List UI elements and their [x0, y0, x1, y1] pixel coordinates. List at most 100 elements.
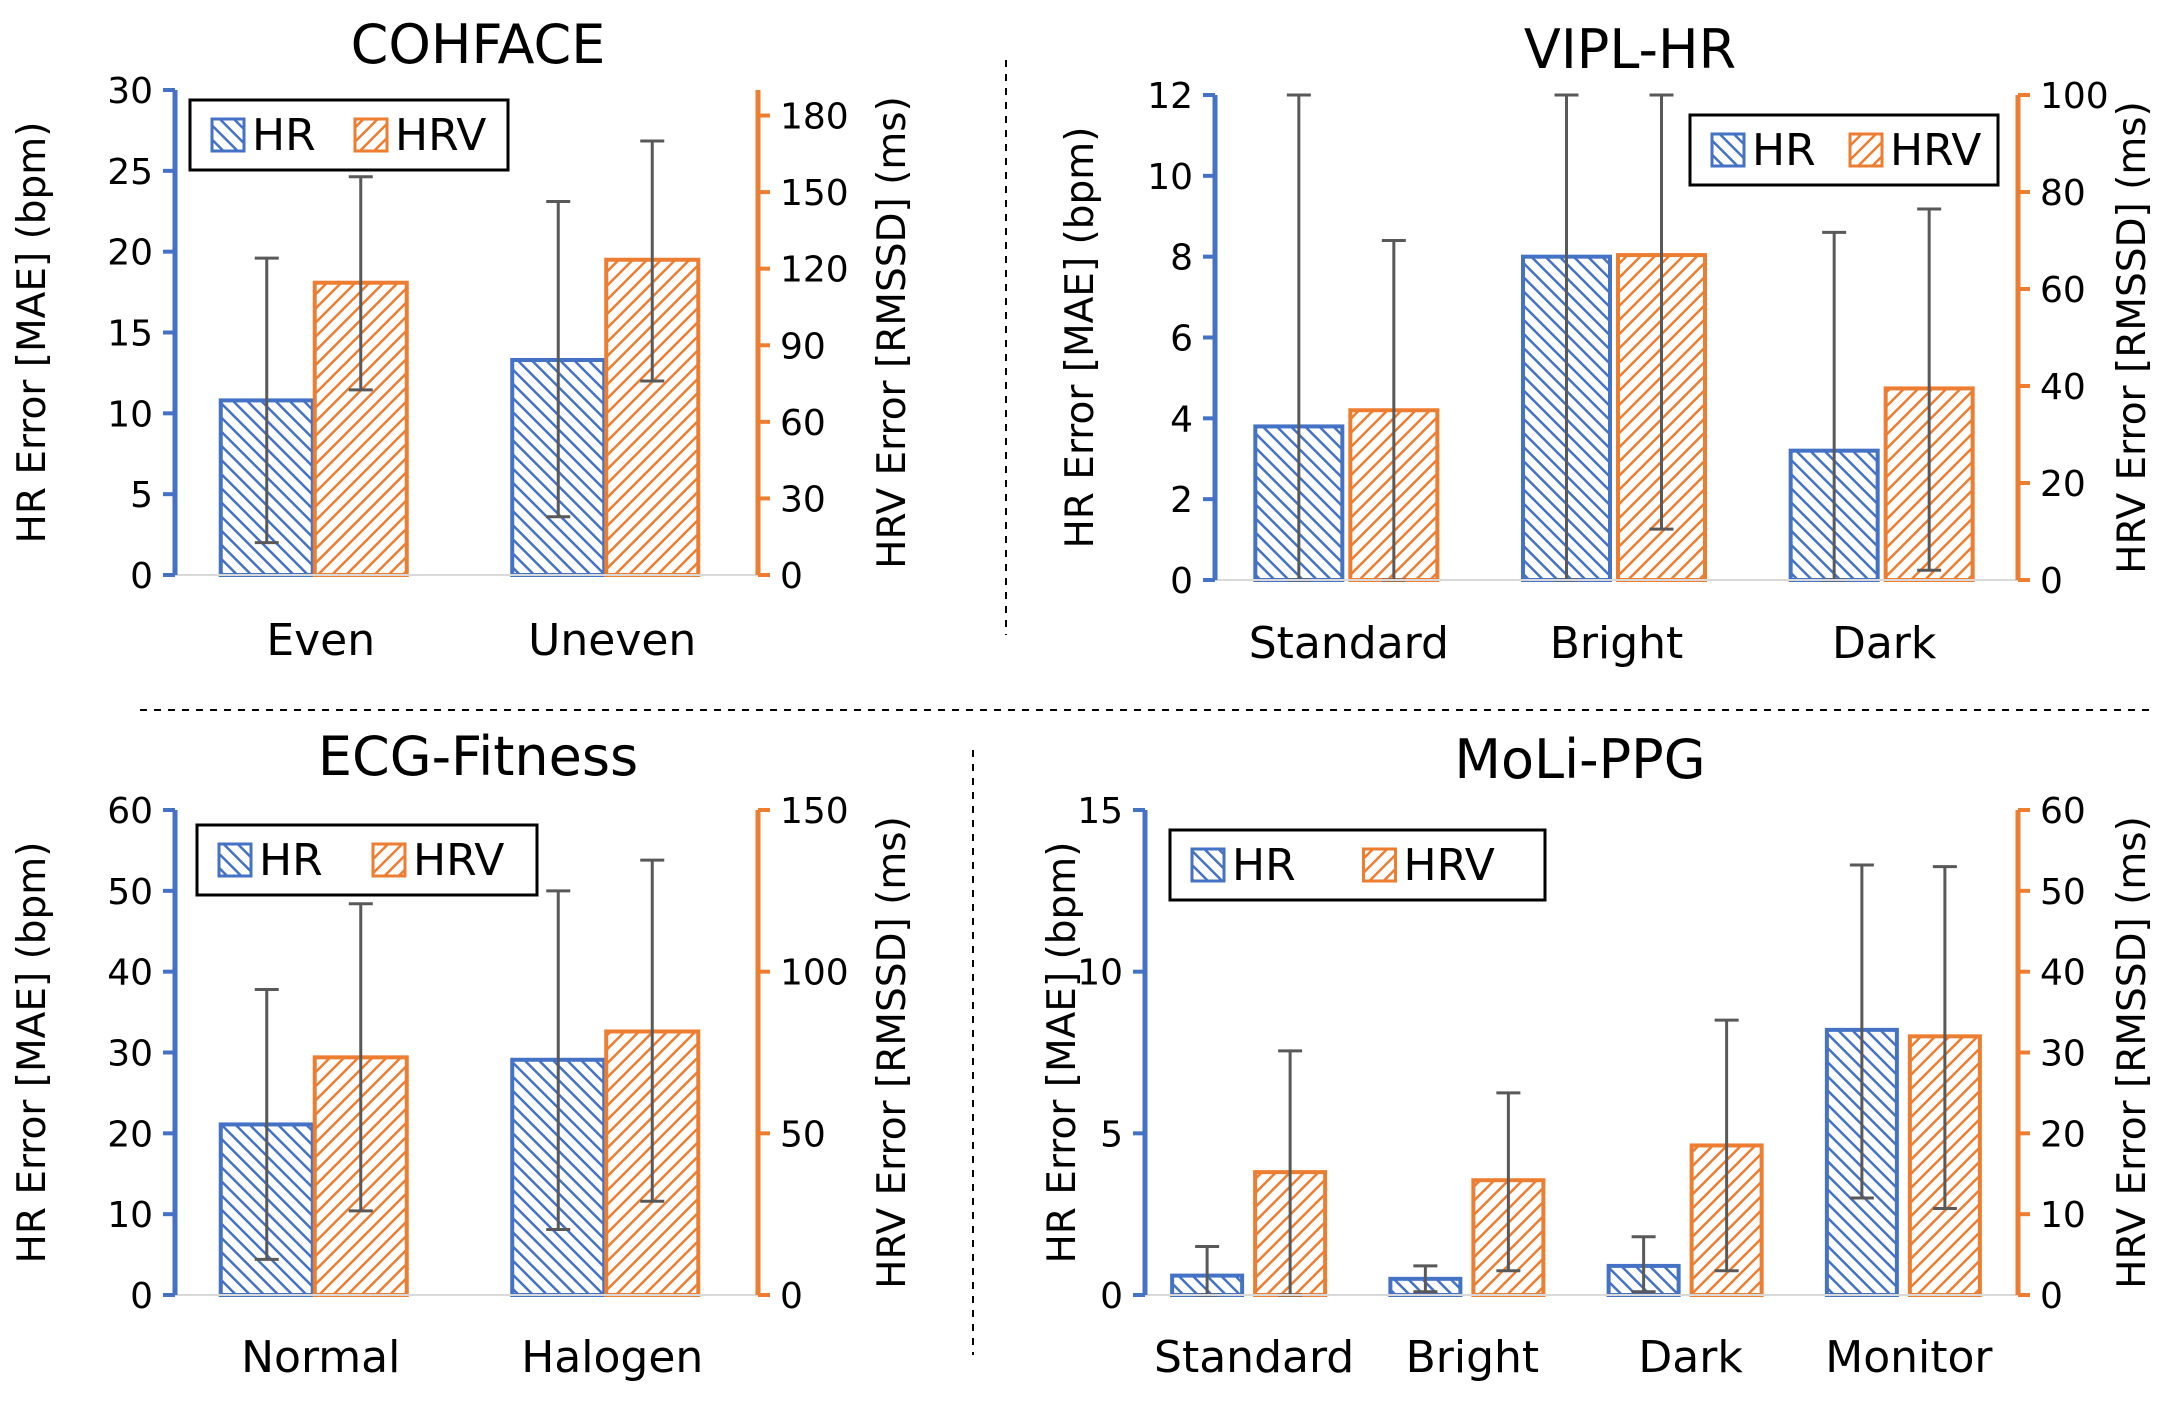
right-tick-label: 60 [2040, 791, 2086, 832]
legend-hr-label: HR [1232, 840, 1296, 891]
left-tick-label: 0 [1170, 561, 1193, 602]
hrv-error-bar-uneven [640, 139, 665, 383]
chart-panel-2: ECG-Fitness 0 10 20 30 40 50 60 0 50 100 150 Normal H… [10, 725, 915, 1383]
hrv-error-bar-even [348, 175, 373, 392]
left-axis-title: HR Error [MAE] (bpm) [10, 121, 55, 543]
left-tick-label: 10 [1147, 157, 1193, 198]
left-tick-label: 4 [1170, 399, 1193, 440]
left-tick-label: 12 [1147, 76, 1193, 117]
hrv-error-bar-bright [1496, 1091, 1521, 1273]
legend-hrv-swatch [1848, 132, 1884, 168]
category-label-standard: Standard [1249, 618, 1449, 669]
right-tick-label: 20 [2040, 464, 2086, 505]
chart-title: COHFACE [351, 13, 606, 76]
hrv-error-bar-monitor [1932, 865, 1957, 1211]
left-tick-label: 10 [107, 394, 153, 435]
right-tick-label: 40 [2040, 367, 2086, 408]
hrv-error-bar-dark [1917, 207, 1942, 572]
category-label-uneven: Uneven [528, 615, 696, 666]
chart-panel-0: COHFACE 0 5 10 15 20 25 30 0 30 60 90 120 150 180 Even U… [10, 13, 915, 666]
hr-error-bar-monitor [1849, 863, 1874, 1200]
right-tick-label: 100 [780, 953, 849, 994]
left-tick-label: 15 [1077, 791, 1123, 832]
right-tick-label: 0 [2040, 561, 2063, 602]
hr-error-bar-even [254, 256, 279, 545]
category-label-bright: Bright [1550, 618, 1684, 669]
hr-error-bar-bright [1413, 1264, 1438, 1294]
right-tick-label: 50 [2040, 872, 2086, 913]
right-tick-label: 180 [780, 97, 849, 138]
category-label-halogen: Halogen [521, 1332, 703, 1383]
category-label-standard: Standard [1154, 1332, 1354, 1383]
hr-error-bar-dark [1631, 1235, 1656, 1294]
right-tick-label: 50 [780, 1114, 826, 1155]
hrv-error-bar-halogen [640, 858, 665, 1203]
right-tick-label: 80 [2040, 173, 2086, 214]
left-tick-label: 5 [1100, 1114, 1123, 1155]
left-tick-label: 20 [107, 1114, 153, 1155]
hr-error-bar-uneven [546, 200, 571, 519]
legend: HR HRV [1168, 828, 1547, 902]
left-tick-label: 50 [107, 872, 153, 913]
left-tick-label: 30 [107, 1034, 153, 1075]
hr-error-bar-normal [254, 987, 279, 1261]
legend-hr-swatch [1190, 847, 1226, 883]
legend-hrv-label: HRV [395, 110, 486, 161]
right-tick-label: 40 [2040, 953, 2086, 994]
legend-hr-label: HR [259, 835, 323, 886]
right-tick-label: 60 [780, 403, 826, 444]
right-tick-label: 150 [780, 173, 849, 214]
left-tick-label: 10 [1077, 953, 1123, 994]
category-label-bright: Bright [1406, 1332, 1540, 1383]
left-tick-label: 40 [107, 953, 153, 994]
left-tick-label: 25 [107, 152, 153, 193]
legend-hr-swatch [217, 842, 253, 878]
left-tick-label: 0 [130, 1276, 153, 1317]
right-axis-title: HRV Error [RMSSD] (ms) [870, 96, 915, 569]
legend-hrv-swatch [1362, 847, 1397, 883]
left-tick-label: 2 [1170, 480, 1193, 521]
left-tick-label: 20 [107, 233, 153, 274]
left-tick-label: 10 [107, 1195, 153, 1236]
right-tick-label: 150 [780, 791, 849, 832]
right-tick-label: 30 [2040, 1034, 2086, 1075]
legend-hr-label: HR [252, 110, 316, 161]
legend-hr-swatch [1710, 132, 1746, 168]
legend-hrv-label: HRV [1890, 125, 1981, 176]
right-tick-label: 120 [780, 250, 849, 291]
category-label-even: Even [266, 615, 375, 666]
chart-panel-1: VIPL-HR 0 2 4 6 8 10 12 0 20 40 60 80 100 Standard Brig… [1058, 18, 2155, 669]
hrv-error-bar-dark [1714, 1018, 1739, 1273]
category-label-monitor: Monitor [1825, 1332, 1993, 1383]
right-tick-label: 0 [780, 556, 803, 597]
legend: HR HRV [188, 98, 510, 172]
right-axis-title: HRV Error [RMSSD] (ms) [870, 816, 915, 1289]
legend: HR HRV [195, 823, 539, 897]
chart-title: ECG-Fitness [318, 725, 638, 788]
hr-error-bar-halogen [546, 889, 571, 1232]
right-tick-label: 20 [2040, 1114, 2086, 1155]
left-tick-label: 30 [107, 71, 153, 112]
category-label-normal: Normal [241, 1332, 400, 1383]
legend-hrv-label: HRV [1404, 840, 1495, 891]
legend: HR HRV [1688, 113, 2000, 187]
chart-title: VIPL-HR [1524, 18, 1736, 81]
category-label-dark: Dark [1638, 1332, 1743, 1383]
left-axis-title: HR Error [MAE] (bpm) [10, 841, 55, 1263]
right-tick-label: 30 [780, 479, 826, 520]
hrv-error-bar-bright [1649, 93, 1674, 531]
right-tick-label: 90 [780, 326, 826, 367]
left-tick-label: 60 [107, 791, 153, 832]
right-tick-label: 60 [2040, 270, 2086, 311]
legend-hrv-swatch [353, 117, 389, 153]
legend-hr-swatch [210, 117, 246, 153]
right-axis-title: HRV Error [RMSSD] (ms) [2110, 816, 2155, 1289]
left-tick-label: 6 [1170, 319, 1193, 360]
right-axis-title: HRV Error [RMSSD] (ms) [2110, 101, 2155, 574]
chart-panel-3: MoLi-PPG 0 5 10 15 0 10 20 30 40 50 60 Standard Brigh… [1040, 728, 2155, 1383]
left-axis-title: HR Error [MAE] (bpm) [1040, 841, 1085, 1263]
right-tick-label: 100 [2040, 76, 2109, 117]
legend-hrv-label: HRV [413, 835, 504, 886]
hrv-error-bar-normal [348, 902, 373, 1213]
